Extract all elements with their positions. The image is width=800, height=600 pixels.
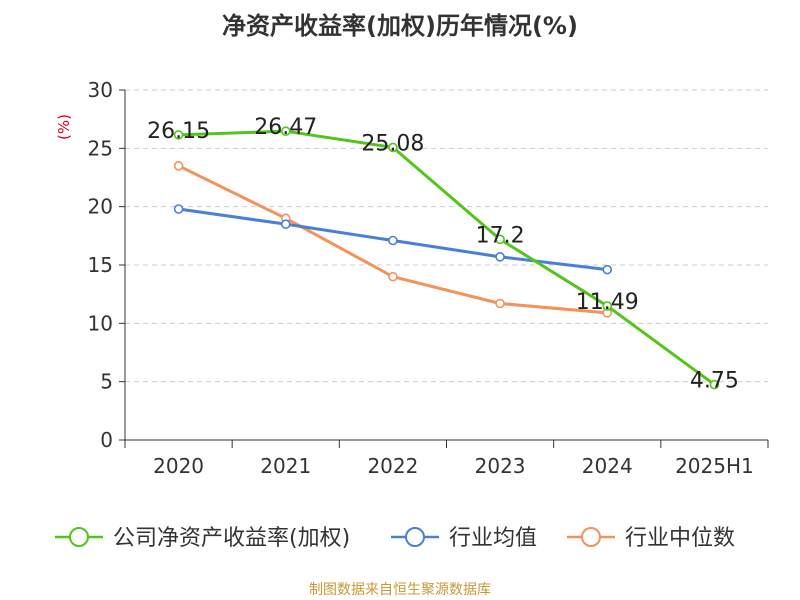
legend-layer[interactable]: 公司净资产收益率(加权) 行业均值 行业中位数 bbox=[55, 526, 735, 551]
x-tick-label: 2025H1 bbox=[675, 454, 754, 478]
data-point bbox=[495, 234, 505, 245]
legend-label: 行业中位数 bbox=[625, 526, 735, 551]
legend-item-2[interactable]: 行业中位数 bbox=[567, 526, 735, 551]
data-point bbox=[388, 142, 398, 153]
data-point bbox=[173, 204, 184, 214]
x-tick-label: 2022 bbox=[367, 454, 418, 478]
legend-label: 行业均值 bbox=[449, 526, 537, 551]
axis-layer: 0 5 10 15 20 25 30 (%) 2020 2021 2022 2023 2024 2025H… bbox=[55, 78, 769, 478]
series-line-0 bbox=[178, 129, 716, 386]
y-tick-label: 15 bbox=[88, 253, 113, 277]
data-label: 26.47 bbox=[254, 115, 317, 140]
y-tick-label: 5 bbox=[100, 370, 113, 394]
data-point bbox=[709, 379, 720, 390]
data-label: 25.08 bbox=[361, 131, 424, 156]
legend-item-1[interactable]: 行业均值 bbox=[391, 526, 537, 551]
data-point bbox=[388, 271, 398, 282]
legend-item-0[interactable]: 公司净资产收益率(加权) bbox=[55, 526, 350, 551]
x-tick-label: 2023 bbox=[475, 454, 526, 478]
data-point bbox=[495, 298, 505, 309]
x-tick-label: 2024 bbox=[582, 454, 633, 478]
data-label: 4.75 bbox=[690, 369, 739, 394]
x-tick-label: 2020 bbox=[153, 454, 204, 478]
y-unit-label: (%) bbox=[55, 114, 73, 140]
data-point bbox=[280, 219, 291, 229]
y-tick-label: 0 bbox=[100, 428, 113, 452]
label-layer: 26.15 26.47 25.08 17.2 11.49 4.75 bbox=[147, 115, 739, 393]
data-point bbox=[173, 130, 184, 140]
y-tick-label: 20 bbox=[88, 195, 113, 219]
data-label: 26.15 bbox=[147, 119, 210, 144]
y-tick-label: 30 bbox=[88, 78, 113, 102]
data-point bbox=[602, 264, 613, 275]
chart-title: 净资产收益率(加权)历年情况(%) bbox=[222, 12, 578, 40]
legend-circle-icon bbox=[69, 527, 89, 547]
data-label: 11.49 bbox=[576, 290, 639, 315]
data-point bbox=[173, 161, 184, 171]
data-point bbox=[280, 126, 291, 136]
grid-layer bbox=[125, 89, 768, 383]
data-point bbox=[388, 235, 398, 246]
legend-label: 公司净资产收益率(加权) bbox=[113, 526, 350, 551]
x-tick-label: 2021 bbox=[260, 454, 311, 478]
data-label: 17.2 bbox=[476, 223, 525, 248]
series-layer bbox=[173, 126, 720, 390]
data-point bbox=[602, 301, 613, 311]
legend-circle-icon bbox=[405, 527, 425, 547]
data-point bbox=[495, 252, 505, 262]
y-tick-label: 10 bbox=[88, 311, 113, 335]
legend-circle-icon bbox=[581, 527, 601, 547]
y-tick-label: 25 bbox=[88, 136, 113, 160]
source-note: 制图数据来自恒生聚源数据库 bbox=[309, 582, 491, 598]
